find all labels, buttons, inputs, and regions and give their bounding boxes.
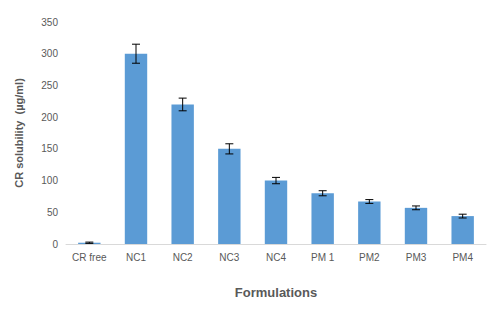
svg-text:PM 1: PM 1 [311, 252, 335, 263]
svg-text:NC4: NC4 [266, 252, 286, 263]
svg-text:CR solubility (µg/ml): CR solubility (µg/ml) [13, 78, 25, 188]
svg-text:100: 100 [41, 175, 58, 186]
svg-text:0: 0 [52, 239, 58, 250]
svg-text:200: 200 [41, 112, 58, 123]
svg-text:300: 300 [41, 48, 58, 59]
svg-text:150: 150 [41, 143, 58, 154]
svg-text:250: 250 [41, 80, 58, 91]
svg-text:PM4: PM4 [452, 252, 473, 263]
svg-text:NC2: NC2 [173, 252, 193, 263]
svg-text:350: 350 [41, 17, 58, 28]
svg-text:NC1: NC1 [126, 252, 146, 263]
svg-text:NC3: NC3 [219, 252, 239, 263]
svg-text:CR free: CR free [72, 252, 107, 263]
svg-text:PM2: PM2 [359, 252, 380, 263]
svg-text:Formulations: Formulations [235, 285, 317, 300]
svg-text:PM3: PM3 [406, 252, 427, 263]
svg-text:50: 50 [47, 207, 59, 218]
